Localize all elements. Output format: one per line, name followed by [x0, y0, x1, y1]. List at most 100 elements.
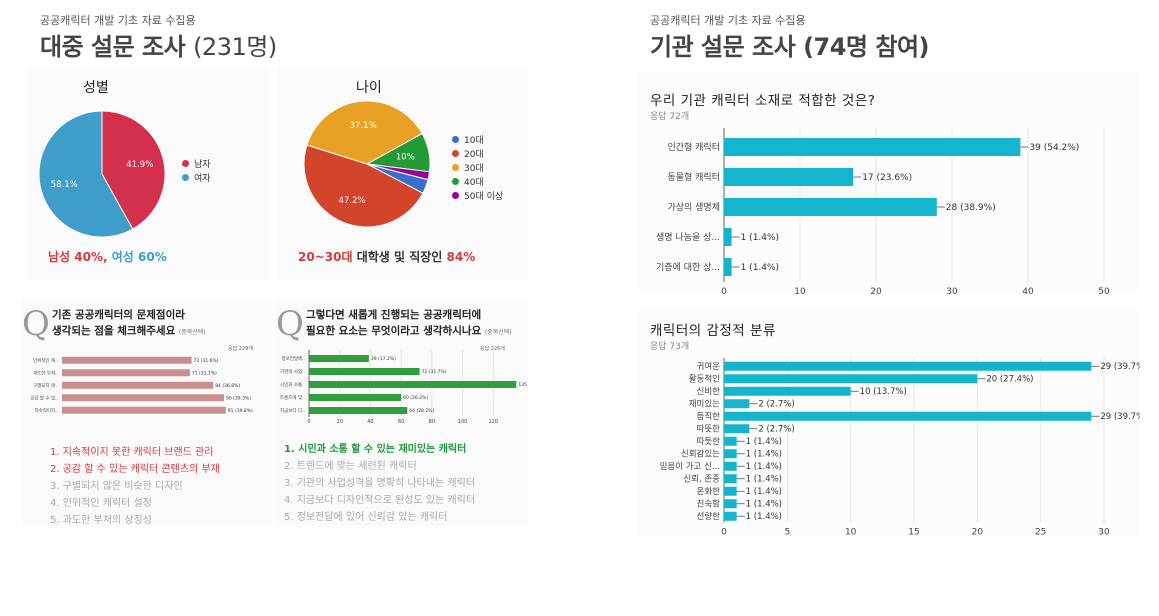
pie-slice-label: 10% [396, 153, 415, 163]
pie-slice-label: 37.1% [350, 121, 377, 131]
bar [724, 228, 732, 246]
tick-label: 30 [946, 287, 958, 296]
gender-legend: 남자 여자 [182, 156, 211, 184]
legend-male-swatch [182, 159, 189, 167]
q2-line2: 필요한 요소는 무엇이라고 생각하시나요 [306, 325, 482, 337]
value-label: 39 (17.2%) [371, 356, 396, 362]
q2-bar-chart: 0 20 40 60 80 100 120 정보전달에.. 39 (17.2%) 기관의 사업..… [280, 350, 528, 424]
legend-age-40-swatch [452, 177, 459, 185]
tick-label: 0 [721, 528, 727, 538]
value-label: 17 (23.6%) [862, 173, 912, 183]
tick-label: 20 [870, 287, 882, 296]
q2-line1: 그렇다면 새롭게 진행되는 공공캐릭터에 [306, 309, 482, 321]
value-label: 84 (36.8%) [215, 383, 240, 389]
bar [62, 369, 190, 377]
right-title-count: (74명 참여) [803, 33, 929, 61]
category-label: 귀여운 [697, 361, 721, 372]
value-label: 60 (26.2%) [403, 395, 428, 401]
category-label: 과도한 부처.. [33, 369, 58, 376]
legend-age-10-swatch [452, 135, 459, 143]
category-label: 지금보다 디.. [280, 407, 305, 414]
legend-female-label: 여자 [194, 173, 211, 184]
pie-slice [306, 100, 423, 165]
bar [62, 406, 226, 414]
bar [724, 258, 732, 276]
legend-age-40: 40대 [452, 174, 503, 188]
r-q1-bar-chart: 0 10 20 30 40 50 인간형 캐릭터 39 (54.2%) 동물형 캐릭터 17 (2… [656, 128, 1110, 296]
value-label: 1 (1.4%) [741, 263, 779, 273]
category-label: 동물형 캐릭터 [667, 171, 720, 183]
gender-summary-female: 여성 60% [111, 250, 167, 264]
category-label: 따듯한 [697, 437, 721, 447]
pie-slice [101, 110, 166, 230]
r-q1-title: 우리 기관 캐릭터 소재로 적합한 것은? [650, 93, 876, 109]
q2-note: (중복선택) [484, 329, 512, 336]
age-legend: 10대 20대 30대 40대 50대 이상 [452, 132, 503, 202]
pie-slice [303, 144, 424, 228]
bar [724, 474, 737, 484]
value-label: 29 (39.7%) [1100, 412, 1140, 422]
bar [309, 355, 369, 362]
value-label: 1 (1.4%) [746, 437, 782, 447]
q2-item-4: 4. 지금보다 디자인적으로 완성도 있는 캐릭터 [284, 495, 476, 506]
value-label: 1 (1.4%) [746, 500, 782, 510]
bar [62, 394, 224, 402]
r-q2-bar-chart: 0 5 10 15 20 25 30 귀여운 29 (39.7%) 활동적인 20 (27.4%) 신… [660, 358, 1140, 538]
age-summary-percent: 84% [446, 250, 476, 264]
legend-age-20-label: 20대 [464, 149, 484, 160]
category-label: 지속적이지.. [34, 407, 58, 414]
pie-slice [366, 163, 431, 181]
left-subtitle: 공공캐릭터 개발 기초 자료 수집용 [40, 14, 196, 27]
legend-age-30-label: 30대 [464, 163, 484, 174]
q2-responses: 응답 226개 [480, 346, 505, 352]
bar [724, 411, 1092, 421]
bar [309, 394, 402, 401]
legend-age-10-label: 10대 [464, 135, 484, 146]
category-label: 인간형 캐릭터 [667, 141, 720, 153]
bar [309, 381, 517, 388]
value-label: 2 (2.7%) [758, 425, 794, 435]
category-label: 트렌드에 맞.. [280, 394, 305, 401]
legend-male-label: 남자 [194, 159, 211, 170]
legend-age-50: 50대 이상 [452, 188, 503, 202]
r-q2-responses: 응답 73개 [650, 342, 690, 352]
q2-list: 1. 시민과 소통 할 수 있는 재미있는 캐릭터 2. 트렌드에 맞는 세련된… [284, 441, 475, 526]
value-label: 90 (39.3%) [226, 395, 251, 401]
bar [724, 436, 737, 446]
bar [309, 368, 420, 375]
category-label: 따뜻한 [697, 425, 721, 435]
value-label: 135 (59.6%) [518, 382, 528, 388]
value-label: 72 (31.6%) [194, 358, 219, 364]
category-label: 온화한 [697, 487, 721, 497]
pie-slice-label: 47.2% [338, 196, 365, 206]
tick-label: 0 [721, 287, 727, 296]
tick-label: 30 [1098, 528, 1110, 538]
category-label: 신뢰, 존중 [683, 475, 720, 485]
value-label: 64 (28.2%) [409, 408, 434, 414]
value-label: 28 (38.9%) [946, 203, 996, 213]
age-summary-range: 20~30대 [298, 250, 353, 264]
value-label: 1 (1.4%) [746, 462, 782, 472]
q1-line1: 기존 공공캐릭터의 문제점이라 [52, 309, 185, 321]
left-title-text: 대중 설문 조사 [40, 33, 186, 61]
legend-age-40-label: 40대 [464, 177, 484, 188]
r-q1-responses: 응답 72개 [650, 112, 690, 122]
value-label: 29 (39.7%) [1100, 362, 1140, 372]
bar [724, 374, 978, 384]
tick-label: 0 [307, 419, 310, 424]
q1-item-1: 1. 지속적이지 못한 캐릭터 브랜드 관리 [50, 447, 214, 458]
q1-bar-chart: 인위적인 캐.. 72 (31.6%) 과도한 부처.. 71 (31.1%) 구별되지… [30, 356, 253, 414]
gender-summary: 남성 40%, 여성 60% [48, 248, 167, 265]
bar [724, 486, 737, 496]
value-label: 1 (1.4%) [746, 487, 782, 497]
category-label: 기증에 대한 상... [656, 262, 720, 273]
gender-title: 성별 [83, 80, 109, 96]
tick-label: 50 [1098, 287, 1110, 296]
q2-mark: Q [276, 304, 304, 344]
tick-label: 10 [845, 528, 857, 538]
legend-female: 여자 [182, 170, 211, 184]
value-label: 1 (1.4%) [741, 233, 779, 243]
category-label: 구별되지 않.. [33, 382, 58, 389]
pie-slice-label: 58.1% [51, 180, 78, 190]
q1-item-5: 5. 과도한 부처의 상징성 [50, 515, 152, 526]
